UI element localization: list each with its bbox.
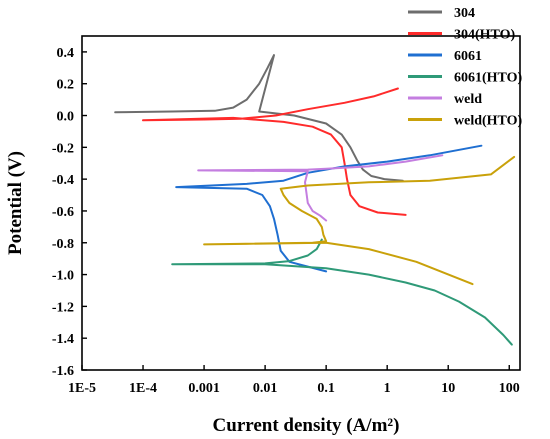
- y-tick-label: -0.2: [52, 141, 74, 156]
- y-axis-ticks: 0.4 0.2 0.0 -0.2 -0.4 -0.6 -0.8 -1.0 -1.2 -1.4 -1.…: [52, 46, 87, 379]
- y-tick-label: 0.4: [57, 46, 75, 61]
- y-tick-label: 0.2: [57, 78, 75, 93]
- y-tick-label: -0.8: [52, 237, 74, 252]
- plot-area: [81, 35, 521, 371]
- series-line-2: [175, 144, 483, 273]
- y-tick-label: -1.2: [52, 300, 74, 315]
- x-tick-label: 10: [441, 381, 455, 396]
- x-tick-label: 0.001: [188, 381, 220, 396]
- y-tick-label: 0.0: [57, 110, 75, 125]
- y-tick-label: -0.6: [52, 205, 74, 220]
- x-tick-label: 1E-4: [129, 381, 157, 396]
- y-tick-label: -1.4: [52, 332, 74, 347]
- legend-label-4: weld: [454, 92, 482, 107]
- y-tick-label: -1.6: [52, 364, 74, 379]
- legend: 304 304(HTO) 6061 6061(HTO) weld weld(HTO): [408, 6, 523, 129]
- x-tick-label: 0.01: [253, 381, 278, 396]
- x-tick-label: 100: [499, 381, 520, 396]
- series-line-4: [197, 154, 444, 222]
- legend-label-0: 304: [454, 6, 475, 21]
- legend-label-1: 304(HTO): [454, 28, 516, 43]
- x-axis-ticks: 1E-5 1E-4 0.001 0.01 0.1 1 10 100: [68, 365, 520, 396]
- x-tick-label: 1E-5: [68, 381, 96, 396]
- x-tick-label: 1: [384, 381, 391, 396]
- series-line-5: [203, 155, 516, 286]
- y-tick-label: -1.0: [52, 269, 74, 284]
- y-axis-title: Potential (V): [5, 151, 26, 255]
- legend-label-2: 6061: [454, 49, 482, 64]
- legend-label-5: weld(HTO): [454, 114, 523, 129]
- y-tick-label: -0.4: [52, 173, 74, 188]
- series-line-0: [114, 54, 404, 182]
- x-tick-label: 0.1: [317, 381, 335, 396]
- plot-frame: [81, 35, 521, 371]
- series-line-3: [171, 238, 513, 346]
- series-line-1: [142, 87, 407, 216]
- legend-label-3: 6061(HTO): [454, 71, 523, 86]
- x-axis-title: Current density (A/m²): [213, 415, 400, 436]
- series-group: [114, 54, 516, 346]
